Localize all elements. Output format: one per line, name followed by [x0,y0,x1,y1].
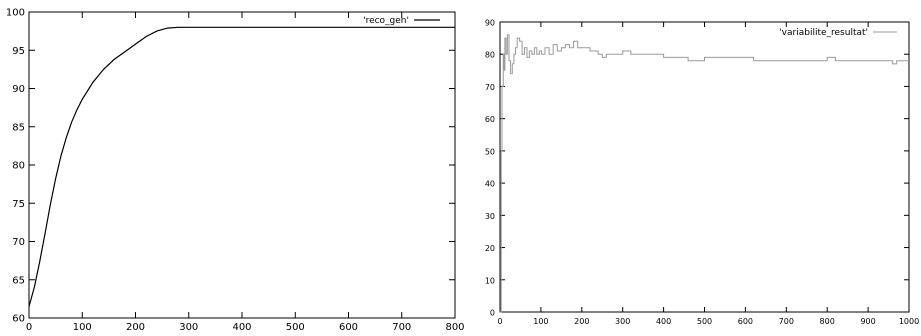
legend-label: 'reco_gen' [363,16,409,26]
x-tick-label: 800 [820,317,835,326]
x-tick-label: 200 [126,322,145,333]
plot-frame [499,21,910,313]
legend: 'reco_gen' [363,16,440,26]
reco-gen-chart: 0 100 200 300 400 500 600 700 800 60 65 70 75 80 85 90… [6,8,465,334]
x-tick-label: 500 [697,317,712,326]
y-tick-label: 90 [485,19,495,28]
x-tick-label: 100 [73,322,92,333]
series-line [500,34,909,313]
y-tick-label: 85 [12,122,25,133]
x-tick-label: 300 [179,322,198,333]
series-line [28,26,455,307]
variabilite-resultat-chart: 0 100 200 300 400 500 600 700 800 900 1000 0 10 20 30… [485,19,919,327]
y-tick-label: 0 [490,309,495,318]
y-tick-label: 80 [485,51,495,60]
y-tick-label: 100 [6,8,25,19]
y-tick-label: 20 [485,244,495,253]
x-tick-label: 700 [779,317,794,326]
x-tick-label: 1000 [899,317,919,326]
plot-frame [28,11,456,319]
y-tick-label: 50 [485,147,495,156]
x-tick-label: 500 [286,322,305,333]
y-tick-label: 60 [12,314,25,325]
y-tick-label: 65 [12,275,25,286]
x-tick-label: 400 [232,322,251,333]
x-tick-label: 800 [445,322,464,333]
y-tick-label: 75 [12,199,25,210]
x-tick-label: 200 [574,317,589,326]
y-tick-label: 40 [485,180,495,189]
x-tick-label: 700 [392,322,411,333]
y-tick-label: 60 [485,115,495,124]
x-tick-label: 0 [26,322,32,333]
y-tick-label: 70 [12,237,25,248]
y-tick-label: 95 [12,46,25,57]
legend-label: 'variabilite_resultat' [779,28,868,38]
y-tick-label: 10 [485,276,495,285]
x-tick-label: 900 [860,317,875,326]
y-tick-label: 90 [12,84,25,95]
y-tick-label: 30 [485,212,495,221]
x-tick-label: 600 [339,322,358,333]
legend: 'variabilite_resultat' [779,28,897,38]
y-tick-label: 70 [485,83,495,92]
x-tick-label: 400 [656,317,671,326]
x-tick-label: 0 [497,317,502,326]
x-tick-label: 100 [533,317,548,326]
x-tick-label: 600 [738,317,753,326]
x-tick-label: 300 [615,317,630,326]
y-tick-label: 80 [12,161,25,172]
